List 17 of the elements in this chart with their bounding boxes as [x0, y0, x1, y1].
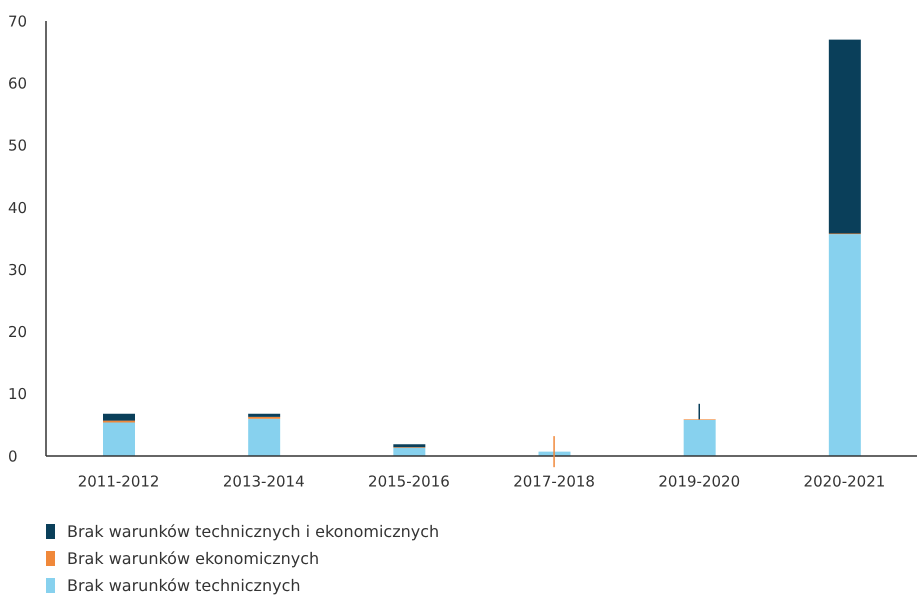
- x-tick-label: 2017-2018: [513, 472, 595, 491]
- x-tick-label: 2020-2021: [804, 472, 886, 491]
- y-tick-label: 70: [8, 12, 28, 30]
- y-tick-label: 50: [8, 136, 28, 155]
- y-tick-label: 10: [8, 385, 28, 404]
- x-tick-label: 2011-2012: [78, 472, 160, 491]
- x-tick-label: 2013-2014: [222, 472, 305, 491]
- y-tick-label: 0: [8, 447, 18, 466]
- y-tick-label: 30: [8, 260, 28, 279]
- legend-label: Brak warunków technicznych: [67, 576, 300, 595]
- y-tick-label: 40: [8, 198, 28, 217]
- y-tick-label: 60: [8, 74, 28, 92]
- legend-label: Brak warunków technicznych i ekonomicznych: [67, 522, 440, 541]
- y-tick-label: 20: [8, 323, 28, 342]
- legend-label: Brak warunków ekonomicznych: [67, 549, 320, 568]
- x-tick-label: 2019-2020: [658, 472, 740, 491]
- x-tick-label: 2015-2016: [368, 472, 450, 491]
